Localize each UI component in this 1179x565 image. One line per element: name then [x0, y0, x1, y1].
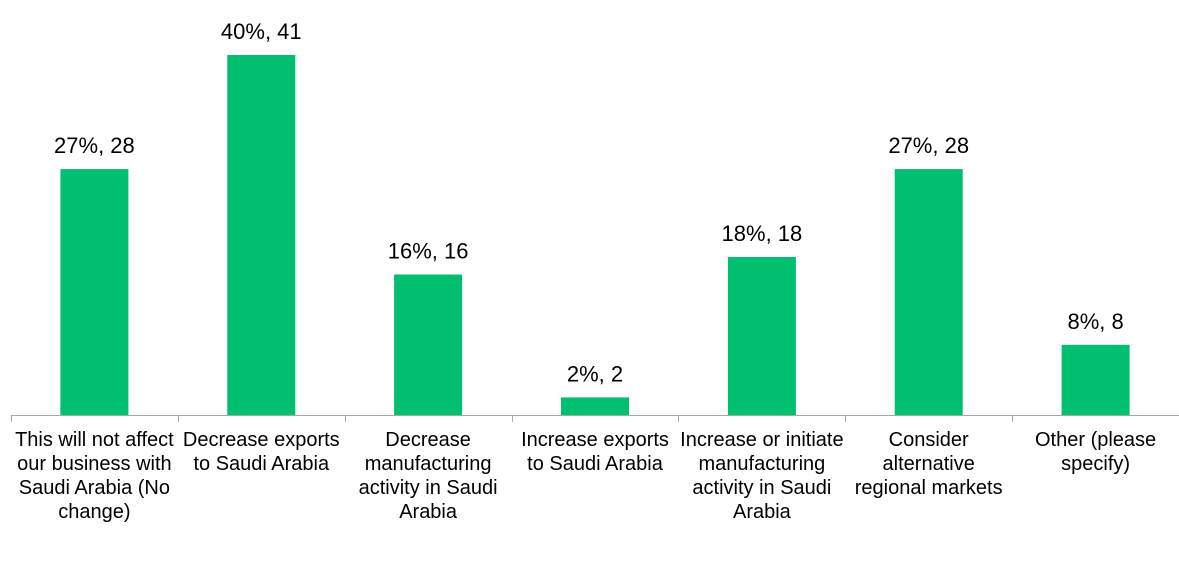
bar — [394, 274, 463, 415]
category-label: Consider alternative regional markets — [854, 429, 1003, 499]
data-label: 27%, 28 — [888, 133, 969, 158]
data-label: 2%, 2 — [567, 361, 623, 386]
bar — [227, 55, 296, 415]
data-label: 27%, 28 — [54, 133, 135, 158]
category-label: Increase or initiate manufacturing activ… — [680, 429, 844, 523]
bar — [1061, 344, 1130, 415]
category-label: This will not affect our business with S… — [15, 429, 174, 523]
x-axis — [11, 415, 1179, 422]
category-label: Other (please specify) — [1035, 429, 1157, 475]
category-label: Decrease exports to Saudi Arabia — [182, 429, 340, 475]
category-label: Decrease manufacturing activity in Saudi… — [358, 429, 498, 523]
bar — [894, 169, 963, 415]
data-label: 18%, 18 — [722, 221, 803, 246]
category-label: Increase exports to Saudi Arabia — [521, 429, 669, 475]
data-labels-group: 27%, 28 40%, 41 16%, 16 2%, 2 18%, 18 27%, 28… — [54, 19, 1124, 386]
data-label: 16%, 16 — [388, 239, 469, 264]
bar — [60, 169, 129, 415]
data-label: 40%, 41 — [221, 19, 302, 44]
bars-group — [60, 55, 1130, 415]
bar — [561, 397, 629, 415]
bar — [727, 257, 796, 415]
data-label: 8%, 8 — [1067, 309, 1123, 334]
